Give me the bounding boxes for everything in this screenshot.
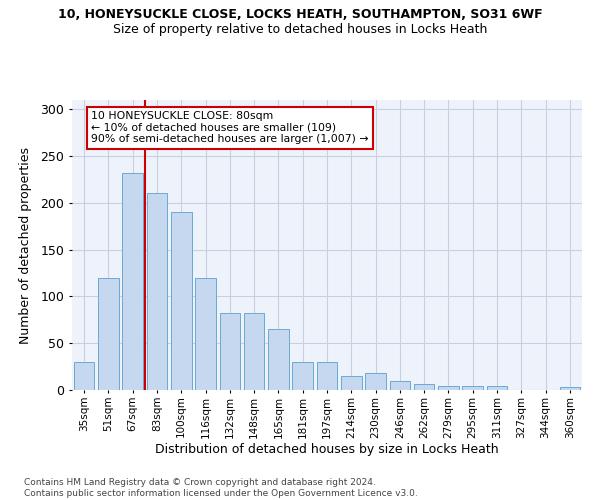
Bar: [317, 362, 337, 390]
Text: 10, HONEYSUCKLE CLOSE, LOCKS HEATH, SOUTHAMPTON, SO31 6WF: 10, HONEYSUCKLE CLOSE, LOCKS HEATH, SOUT…: [58, 8, 542, 20]
Text: 10 HONEYSUCKLE CLOSE: 80sqm
← 10% of detached houses are smaller (109)
90% of se: 10 HONEYSUCKLE CLOSE: 80sqm ← 10% of det…: [91, 111, 369, 144]
Bar: [438, 386, 459, 390]
Bar: [98, 278, 119, 390]
Text: Contains HM Land Registry data © Crown copyright and database right 2024.
Contai: Contains HM Land Registry data © Crown c…: [24, 478, 418, 498]
Y-axis label: Number of detached properties: Number of detached properties: [19, 146, 32, 344]
Bar: [146, 192, 167, 390]
Bar: [74, 362, 94, 390]
Bar: [195, 278, 216, 390]
Bar: [122, 173, 143, 390]
Bar: [463, 386, 483, 390]
Bar: [244, 314, 265, 390]
Bar: [171, 212, 191, 390]
Bar: [414, 384, 434, 390]
Bar: [487, 386, 508, 390]
Bar: [560, 387, 580, 390]
Bar: [268, 329, 289, 390]
Text: Size of property relative to detached houses in Locks Heath: Size of property relative to detached ho…: [113, 22, 487, 36]
Bar: [365, 373, 386, 390]
Bar: [220, 314, 240, 390]
Bar: [341, 376, 362, 390]
Bar: [292, 362, 313, 390]
Bar: [389, 380, 410, 390]
Text: Distribution of detached houses by size in Locks Heath: Distribution of detached houses by size …: [155, 442, 499, 456]
